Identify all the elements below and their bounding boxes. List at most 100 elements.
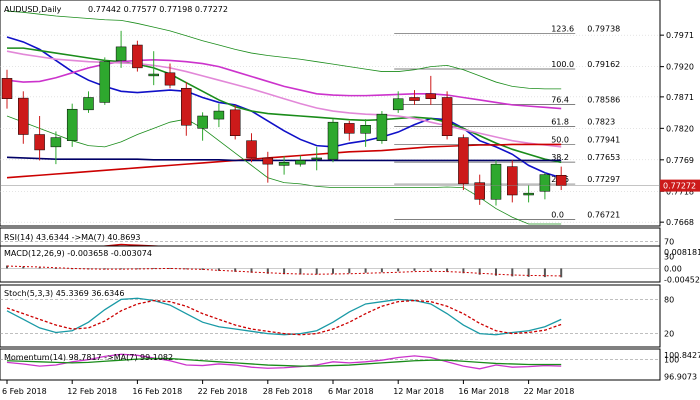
ma_pink-line xyxy=(6,50,562,148)
macd-histogram-bar xyxy=(380,268,383,273)
macd-histogram-bar xyxy=(495,268,497,276)
price-marks: 0.7971 0.7920 0.7871 0.7820 0.7769 0.7718 0.76… xyxy=(0,10,700,227)
fib-level-pct: 50.0 xyxy=(551,135,569,144)
bull-candle-body xyxy=(213,110,225,120)
momentum-tick-label: 96.9073 xyxy=(664,372,697,381)
rsi-title: RSI(14) 43.6344 ->MA(7) 40.8693 xyxy=(4,233,141,242)
x-axis: 6 Feb 2018 12 Feb 2018 16 Feb 2018 22 Feb 2… xyxy=(2,380,574,396)
rsi-tick-label: 30 xyxy=(664,253,674,262)
fib-level-pct: 61.8 xyxy=(551,117,569,126)
bull-candle-body xyxy=(278,162,290,166)
macd-histogram-bar xyxy=(266,268,269,274)
bull-candle-body xyxy=(392,98,404,111)
fib-level-pct: 38.2 xyxy=(551,153,569,162)
macd-histogram-bar xyxy=(348,268,351,274)
momentum-momentum_ma-line xyxy=(6,357,562,367)
bull-candle-body xyxy=(311,157,322,160)
bear-candle-body xyxy=(181,87,192,126)
bb_upper-line xyxy=(6,10,562,90)
macd-histogram-bar xyxy=(478,268,481,275)
macd-histogram-bar xyxy=(446,268,449,272)
macd-signal-line xyxy=(6,265,562,277)
momentum-tick-label: 100.8427 xyxy=(664,351,700,360)
macd-histogram-bar xyxy=(299,268,302,275)
bull-candle-body xyxy=(523,192,534,196)
x-tick-label: 16 Feb 2018 xyxy=(132,387,182,396)
price-panel: 0.7971 0.7920 0.7871 0.7820 0.7769 0.7718 0.76… xyxy=(0,0,700,227)
bear-candle-body xyxy=(1,78,13,99)
macd-marks: 0.008181 0.00 -0.004527 xyxy=(0,248,700,284)
macd-histogram-bar xyxy=(169,267,171,269)
stoch-tick-label: 80 xyxy=(664,295,674,304)
bear-candle-body xyxy=(164,72,176,86)
fib-level-value: 0.77941 xyxy=(587,135,620,144)
macd-tick-label: 0.008181 xyxy=(664,248,700,257)
macd-histogram-bar xyxy=(315,268,318,275)
bull-candle-body xyxy=(539,174,551,192)
macd-histogram-bar xyxy=(413,268,416,271)
fib-level-value: 0.79162 xyxy=(587,60,620,69)
macd-histogram-bar xyxy=(152,267,155,269)
bull-candle-body xyxy=(83,97,94,111)
macd-histogram-bar xyxy=(560,268,563,278)
x-tick-label: 28 Feb 2018 xyxy=(263,387,313,396)
bear-candle-body xyxy=(262,157,274,165)
bear-candle-body xyxy=(441,97,453,136)
x-tick-label: 12 Feb 2018 xyxy=(67,387,117,396)
bull-candle-body xyxy=(360,125,371,134)
price-tick-label: 0.7871 xyxy=(666,93,694,102)
x-tick-label: 6 Feb 2018 xyxy=(2,387,47,396)
bull-candle-body xyxy=(327,121,339,160)
macd-histogram-bar xyxy=(429,268,432,271)
momentum-title: Momentum(14) 98.7817 ->MA(7) 99.1082 xyxy=(4,353,173,362)
fib-level-pct: 76.4 xyxy=(551,96,569,105)
bull-candle-body xyxy=(148,73,159,77)
price-tick-label: 0.7920 xyxy=(666,63,694,72)
price-tick-label: 0.7718 xyxy=(666,187,694,196)
macd-histogram-bar xyxy=(136,268,139,270)
price-tick-label: 0.7971 xyxy=(666,31,694,40)
macd-histogram-bar xyxy=(217,268,220,271)
macd-histogram-bar xyxy=(511,268,514,277)
bear-candle-body xyxy=(132,44,143,69)
macd-panel-frame xyxy=(0,245,661,283)
bear-candle-body xyxy=(246,140,257,159)
bull-candle-body xyxy=(50,137,62,148)
price-panel-border xyxy=(0,0,661,227)
bear-candle-body xyxy=(229,109,241,136)
fib-level-pct: 0.0 xyxy=(551,211,564,220)
bear-candle-body xyxy=(18,97,29,135)
macd-histogram-bar xyxy=(462,268,465,274)
macd-histogram-bar xyxy=(54,268,57,270)
bear-candle-body xyxy=(507,166,518,196)
bull-candle-body xyxy=(99,61,111,103)
bull-candle-body xyxy=(376,113,388,141)
bear-candle-body xyxy=(555,174,567,186)
fib-level-value: 0.79738 xyxy=(587,24,620,33)
macd-histogram-bar xyxy=(6,265,8,269)
x-tick-label: 12 Mar 2018 xyxy=(393,387,444,396)
stoch-panel-frame xyxy=(0,284,661,348)
macd-histogram-bar xyxy=(332,268,334,274)
macd-histogram-bar xyxy=(527,268,530,277)
macd-histogram-bar xyxy=(250,268,253,273)
bull-candle-body xyxy=(490,163,502,200)
x-tick-label: 6 Mar 2018 xyxy=(328,387,374,396)
rsi-tick-label: 70 xyxy=(664,237,674,246)
bull-candle-body xyxy=(197,115,208,129)
price-tick-label: 0.7820 xyxy=(666,124,694,133)
x-tick-label: 22 Feb 2018 xyxy=(198,387,248,396)
macd-histogram-bar xyxy=(22,266,25,269)
bear-candle-body xyxy=(34,134,45,151)
macd-histogram-bar xyxy=(234,268,237,272)
fib-level-value: 0.77297 xyxy=(587,175,620,184)
stoch-title: Stoch(5,3,3) 45.3369 36.6346 xyxy=(4,289,124,298)
current-price-label: 0.77272 xyxy=(663,182,696,191)
fib-level-value: 0.78586 xyxy=(587,96,620,105)
current-price-tag xyxy=(660,179,700,192)
ma_magenta-line xyxy=(6,59,562,110)
macd-title: MACD(12,26,9) -0.003658 -0.003074 xyxy=(4,249,152,258)
